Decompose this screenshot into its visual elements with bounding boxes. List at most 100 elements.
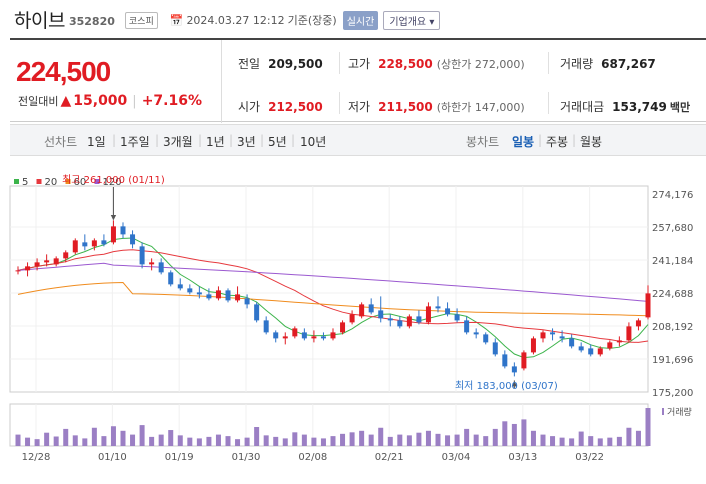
amount-label: 거래대금 xyxy=(560,100,605,114)
volume-bar xyxy=(349,432,355,446)
amount-unit: 백만 xyxy=(669,101,691,114)
period-1w[interactable]: 1주일 xyxy=(120,135,150,149)
candle-body xyxy=(320,336,326,339)
divider: | xyxy=(572,133,577,147)
volume-bar xyxy=(63,428,69,446)
candle-body xyxy=(597,348,603,355)
up-arrow-icon: ▲ xyxy=(512,379,518,387)
volume-bar xyxy=(225,436,231,446)
divider: | xyxy=(260,133,265,147)
divider: | xyxy=(538,133,543,147)
candle-body xyxy=(454,314,460,321)
candle-body xyxy=(445,308,451,315)
realtime-button[interactable]: 실시간 xyxy=(342,10,379,30)
candle-body xyxy=(416,316,422,323)
candle-body xyxy=(435,306,441,309)
legend-swatch xyxy=(14,179,19,184)
volume-bar xyxy=(340,433,346,446)
candle-body xyxy=(473,332,479,335)
candle-body xyxy=(645,293,651,318)
prev-close-value: 209,500 xyxy=(268,57,323,71)
volume-bar xyxy=(149,436,155,446)
prev-close: 전일 209,500 xyxy=(238,55,323,72)
candle-body xyxy=(63,252,69,259)
volume-label: 거래량 xyxy=(560,57,594,71)
y-tick-label: 257,680 xyxy=(652,223,693,234)
candle-body xyxy=(72,240,78,253)
volume-bar xyxy=(435,433,441,446)
open-value: 212,500 xyxy=(268,100,323,114)
legend-swatch xyxy=(94,179,100,184)
volume-bar xyxy=(597,438,603,446)
candle-body xyxy=(101,240,107,245)
legend-label: 60 xyxy=(74,177,87,188)
candle-body xyxy=(607,342,613,349)
candle-body xyxy=(254,304,260,321)
volume-bar xyxy=(473,434,479,446)
high-annotation: 최고 261,000 (01/11) xyxy=(62,174,165,186)
quote-status: 기준(장중) xyxy=(287,14,337,27)
candle-body xyxy=(15,270,21,272)
company-info-label: 기업개요 xyxy=(389,16,427,28)
candle-body xyxy=(359,304,365,317)
volume-bar xyxy=(387,436,393,446)
volume-bar xyxy=(44,432,50,446)
volume-value: 687,267 xyxy=(601,57,656,71)
volume-bar xyxy=(416,432,422,446)
ma-120-line xyxy=(17,262,649,302)
candle-weekly[interactable]: 주봉 xyxy=(546,135,569,149)
candle-body xyxy=(521,352,527,369)
candle-body xyxy=(34,262,40,267)
divider xyxy=(339,52,340,74)
line-chart-label: 선차트 xyxy=(44,135,78,149)
candle-body xyxy=(368,304,374,313)
candle-body xyxy=(53,258,59,265)
candle-body xyxy=(540,332,546,339)
x-tick-label: 01/19 xyxy=(165,452,194,463)
low-annotation: 최저 183,000 (03/07) xyxy=(455,380,558,392)
high-price: 고가 228,500 (상한가 272,000) xyxy=(348,55,525,72)
volume-bar xyxy=(320,438,326,446)
period-1y[interactable]: 1년 xyxy=(206,135,225,149)
candle-body xyxy=(502,354,508,367)
candle-monthly[interactable]: 월봉 xyxy=(580,135,603,149)
candle-chart-label: 봉차트 xyxy=(466,135,500,149)
volume-bar xyxy=(616,436,622,446)
trade-amount: 거래대금 153,749 백만 xyxy=(560,98,690,115)
candle-body xyxy=(301,332,307,339)
amount-value: 153,749 xyxy=(612,100,667,114)
divider: | xyxy=(198,133,203,147)
divider: | xyxy=(229,133,234,147)
volume-bar xyxy=(311,437,317,446)
period-5y[interactable]: 5년 xyxy=(268,135,287,149)
legend-label: 120 xyxy=(103,177,122,188)
volume-bar xyxy=(425,430,431,446)
volume-bar xyxy=(254,427,260,446)
period-3m[interactable]: 3개월 xyxy=(163,135,193,149)
candle-body xyxy=(206,294,212,299)
candle-body xyxy=(168,272,174,285)
company-info-button[interactable]: 기업개요 ▾ xyxy=(383,10,441,30)
volume-bar xyxy=(215,434,221,446)
candle-body xyxy=(149,262,155,265)
candle-body xyxy=(130,234,136,245)
period-1d[interactable]: 1일 xyxy=(87,135,106,149)
volume-bar xyxy=(110,426,116,446)
volume-bar xyxy=(378,427,384,446)
volume-bar xyxy=(559,437,565,446)
y-tick-label: 208,192 xyxy=(652,322,693,333)
quote-panel: 224,500 전일대비 ▲ 15,000 | +7.16% 전일 209,50… xyxy=(10,38,706,123)
volume-bar xyxy=(635,430,641,446)
divider: | xyxy=(112,133,117,147)
volume-bar xyxy=(492,428,498,446)
period-10y[interactable]: 10년 xyxy=(300,135,327,149)
volume-bar xyxy=(359,430,365,446)
divider: | xyxy=(155,133,160,147)
volume-bar xyxy=(130,434,136,446)
period-3y[interactable]: 3년 xyxy=(237,135,256,149)
candle-daily[interactable]: 일봉 xyxy=(512,135,535,149)
volume-bar xyxy=(282,438,288,446)
volume-bar xyxy=(578,431,584,446)
legend-swatch xyxy=(36,179,42,184)
stock-code: 352820 xyxy=(68,15,115,28)
